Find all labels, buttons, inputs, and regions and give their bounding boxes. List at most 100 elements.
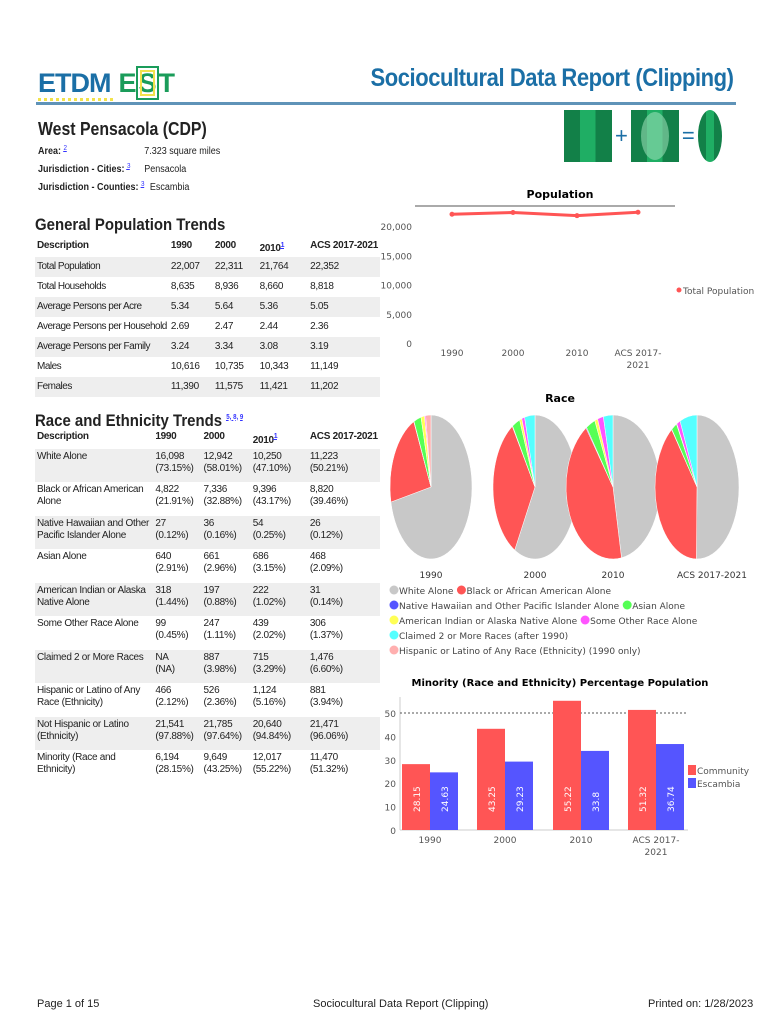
legend-label: Native Hawaiian and Other Pacific Island… xyxy=(399,602,620,612)
footnote-ref[interactable]: 1 xyxy=(280,242,285,249)
data-point xyxy=(635,209,641,215)
x-tick-label: 2000 xyxy=(502,349,525,359)
bar-value-label: 33.8 xyxy=(592,792,602,812)
cell-value: 3.24 xyxy=(168,337,213,358)
legend-marker xyxy=(389,645,399,655)
row-label: Asian Alone xyxy=(37,551,87,563)
legend-label: Total Population xyxy=(682,287,754,297)
legend-label: American Indian or Alaska Native Alone xyxy=(399,617,578,627)
cell-value: 7,336 (32.88%) xyxy=(203,484,242,508)
bar-value-label: 51.32 xyxy=(639,786,649,812)
legend-label: Escambia xyxy=(697,780,740,790)
y-tick-label: 15,000 xyxy=(381,252,413,262)
row-label: Minority (Race and Ethnicity) xyxy=(37,752,116,776)
y-tick-label: 40 xyxy=(385,733,397,743)
column-header: 2000 xyxy=(214,240,236,251)
cell-value: 12,942 (58.01%) xyxy=(201,448,251,483)
legend-marker xyxy=(389,585,399,595)
field-ref[interactable]: 3 xyxy=(127,163,131,170)
header-divider xyxy=(36,102,736,105)
data-point xyxy=(449,211,455,217)
table-row: Males 10,616 10,735 10,343 11,149 xyxy=(35,357,380,377)
place-field: Jurisdiction - Counties: 3 Escambia xyxy=(38,181,189,193)
row-label: Native Hawaiian and Other Pacific Island… xyxy=(35,515,154,550)
footnote-ref[interactable]: 1 xyxy=(273,433,278,441)
pie-label: ACS 2017-2021 xyxy=(677,571,747,581)
y-tick-label: 5,000 xyxy=(386,311,412,321)
cell-value: 36 (0.16%) xyxy=(201,515,251,550)
field-value: Pensacola xyxy=(144,164,187,176)
row-label: Some Other Race Alone xyxy=(37,618,139,630)
cell-value: 222 (1.02%) xyxy=(250,582,308,617)
printed-date: Printed on: 1/28/2023 xyxy=(648,998,754,1010)
cell-value: 1,476 (6.60%) xyxy=(307,649,380,684)
cell-value: 8,936 xyxy=(214,281,239,293)
row-label: American Indian or Alaska Native Alone xyxy=(35,582,154,617)
field-ref[interactable]: 2 xyxy=(63,145,68,152)
cell-value: 468 (2.09%) xyxy=(309,551,343,575)
field-label: Area: xyxy=(38,146,62,158)
legend-label: Some Other Race Alone xyxy=(590,617,698,627)
row-label: Black or African American Alone xyxy=(37,484,144,508)
column-header: ACS 2017-2021 xyxy=(309,431,378,443)
cell-value: 3.34 xyxy=(212,337,258,358)
cell-value: 5.64 xyxy=(212,297,258,318)
cell-value: 8,820 (39.46%) xyxy=(309,484,349,508)
legend-label: Black or African American Alone xyxy=(466,587,611,597)
cell-value: 318 (1.44%) xyxy=(153,582,202,617)
cell-value: 661 (2.96%) xyxy=(203,551,237,575)
cell-value: 11,202 xyxy=(308,377,380,398)
cell-value: 11,390 xyxy=(168,377,213,398)
column-header: Description xyxy=(37,240,89,251)
row-label: Claimed 2 or More Races xyxy=(35,649,154,684)
column-header: 1990 xyxy=(155,431,177,443)
cell-value: 26 (0.12%) xyxy=(307,515,380,550)
puzzle-overlay-icon xyxy=(630,110,679,162)
field-value: Escambia xyxy=(149,182,190,194)
column-header: 20101 xyxy=(259,242,285,255)
cell-value: 5.34 xyxy=(168,297,213,318)
row-label: Hispanic or Latino of Any Race (Ethnicit… xyxy=(37,685,141,709)
place-name: West Pensacola (CDP) xyxy=(38,119,207,139)
cell-value: 8,635 xyxy=(170,281,195,293)
column-header: Description xyxy=(37,431,89,443)
x-tick-label: 2010 xyxy=(570,836,593,846)
column-header: 20101 xyxy=(252,433,278,446)
pie-slice xyxy=(390,414,473,560)
race-refs[interactable]: 5, 8, 9 xyxy=(226,414,244,422)
cell-value: 99 (0.45%) xyxy=(155,618,189,642)
column-header: ACS 2017-2021 xyxy=(310,240,378,251)
cell-value: 11,470 (51.32%) xyxy=(309,752,349,776)
table-row: Some Other Race Alone 99 (0.45%) 247 (1.11… xyxy=(35,616,380,650)
clipping-icons: + = xyxy=(564,110,722,162)
table-row: Not Hispanic or Latino (Ethnicity) 21,541… xyxy=(35,716,380,751)
pie-slice xyxy=(612,414,661,559)
race-title-text: Race and Ethnicity Trends xyxy=(35,410,223,430)
pie-slice xyxy=(389,421,432,503)
legend-marker xyxy=(676,287,682,293)
field-label: Jurisdiction - Counties: xyxy=(38,182,139,194)
x-tick-label: 2000 xyxy=(494,836,517,846)
cell-value: 247 (1.11%) xyxy=(203,618,236,642)
legend-label: Community xyxy=(697,767,750,777)
x-tick-label: 2010 xyxy=(566,349,589,359)
x-tick-label: 1990 xyxy=(419,836,442,846)
bar-value-label: 36.74 xyxy=(667,786,677,812)
cell-value: 9,649 (43.25%) xyxy=(203,752,242,776)
legend-marker xyxy=(622,600,632,610)
pie-slice xyxy=(524,414,536,488)
field-ref[interactable]: 3 xyxy=(141,181,145,188)
x-tick-label: ACS 2017-2021 xyxy=(632,836,679,858)
pie-slice xyxy=(425,414,432,488)
cell-value: 2.44 xyxy=(259,321,279,333)
legend-label: Claimed 2 or More Races (after 1990) xyxy=(399,632,568,642)
column-header: 1990 xyxy=(170,240,192,251)
table-row: Claimed 2 or More Races NA (NA) 887 (3.98%… xyxy=(35,649,380,684)
general-population-title: General Population Trends xyxy=(35,215,226,234)
footer-title: Sociocultural Data Report (Clipping) xyxy=(313,998,489,1010)
cell-value: 10,250 (47.10%) xyxy=(250,448,308,483)
table-row: Total Population 22,007 22,311 21,764 22,352 xyxy=(35,257,380,278)
bar-value-label: 28.15 xyxy=(413,786,423,812)
cell-value: 8,818 xyxy=(310,281,334,293)
